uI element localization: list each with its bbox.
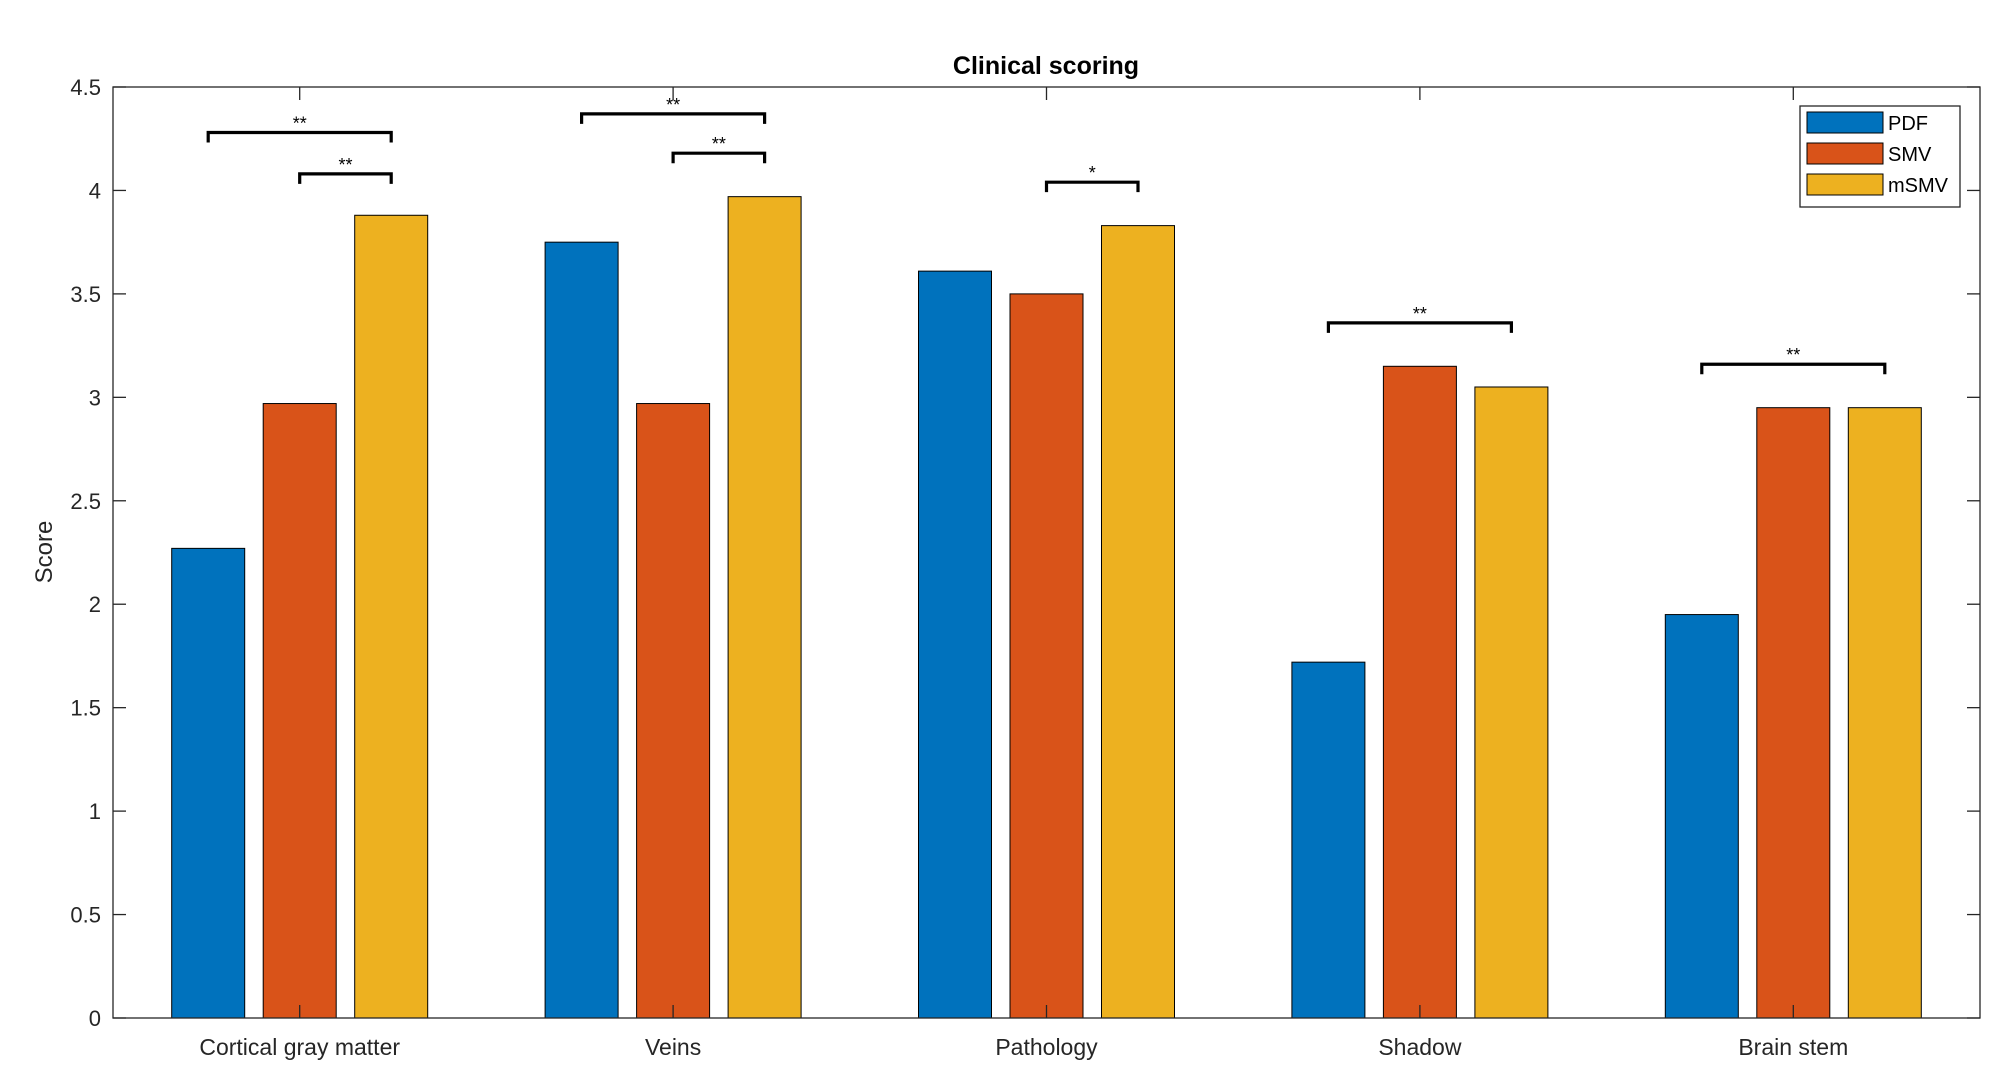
y-tick-label: 0 <box>89 1006 101 1031</box>
y-tick-label: 1.5 <box>70 696 101 721</box>
y-tick-label: 3 <box>89 385 101 410</box>
bar-msmv-3 <box>1474 386 1549 1019</box>
bar-pdf-1 <box>544 241 619 1019</box>
bar-smv-4 <box>1756 407 1831 1019</box>
legend-label-msmv: mSMV <box>1888 175 1949 197</box>
legend-swatch-msmv <box>1806 173 1884 196</box>
bar-smv-1 <box>636 403 711 1019</box>
bar-smv-2 <box>1009 293 1084 1019</box>
y-tick-label: 2 <box>89 592 101 617</box>
bar-msmv-0 <box>354 214 429 1019</box>
chart-title: Clinical scoring <box>953 52 1139 80</box>
significance-bracket <box>1700 362 1887 375</box>
bar-msmv-2 <box>1101 225 1175 1019</box>
significance-layer: ************* <box>206 95 1887 375</box>
x-category-label: Shadow <box>1378 1034 1462 1060</box>
y-tick-label: 4 <box>89 178 101 203</box>
x-category-label: Cortical gray matter <box>199 1034 400 1060</box>
bar-pdf-3 <box>1291 661 1366 1019</box>
significance-label: ** <box>1786 345 1800 365</box>
bar-smv-3 <box>1382 365 1457 1019</box>
bar-msmv-1 <box>727 196 802 1019</box>
significance-label: ** <box>338 155 352 175</box>
x-category-label: Pathology <box>995 1034 1098 1060</box>
x-category-label: Brain stem <box>1738 1034 1848 1060</box>
bar-pdf-0 <box>171 547 246 1019</box>
bar-msmv-4 <box>1847 407 1922 1019</box>
legend-swatch-pdf <box>1806 111 1884 134</box>
bar-smv-0 <box>262 403 337 1019</box>
significance-label: ** <box>712 134 726 154</box>
y-tick-label: 2.5 <box>70 489 101 514</box>
axes-layer: 0 0.5 1 1.5 2 2.5 3 3.5 4 4.5 Cortical gray matter… <box>70 75 1981 1060</box>
legend: PDF SMV mSMV <box>1799 105 1961 208</box>
bar-pdf-4 <box>1664 614 1739 1019</box>
y-tick-label: 3.5 <box>70 282 101 307</box>
legend-swatch-smv <box>1806 142 1884 165</box>
y-tick-label: 4.5 <box>70 75 101 100</box>
y-axis-label: Score <box>31 521 58 584</box>
bars-layer <box>171 196 1922 1019</box>
legend-label-smv: SMV <box>1888 144 1932 166</box>
significance-bracket <box>671 151 767 164</box>
x-category-label: Veins <box>645 1034 701 1060</box>
significance-bracket <box>1326 321 1513 333</box>
significance-bracket <box>298 172 393 184</box>
significance-label: * <box>1089 163 1096 183</box>
legend-label-pdf: PDF <box>1888 113 1928 135</box>
significance-label: ** <box>1413 304 1427 324</box>
y-tick-label: 0.5 <box>70 903 101 928</box>
y-tick-label: 1 <box>89 799 101 824</box>
bar-pdf-2 <box>918 270 992 1019</box>
significance-label: ** <box>293 114 307 134</box>
significance-label: ** <box>666 95 680 115</box>
significance-bracket <box>580 112 767 124</box>
significance-bracket <box>206 130 393 143</box>
significance-bracket <box>1044 180 1140 193</box>
